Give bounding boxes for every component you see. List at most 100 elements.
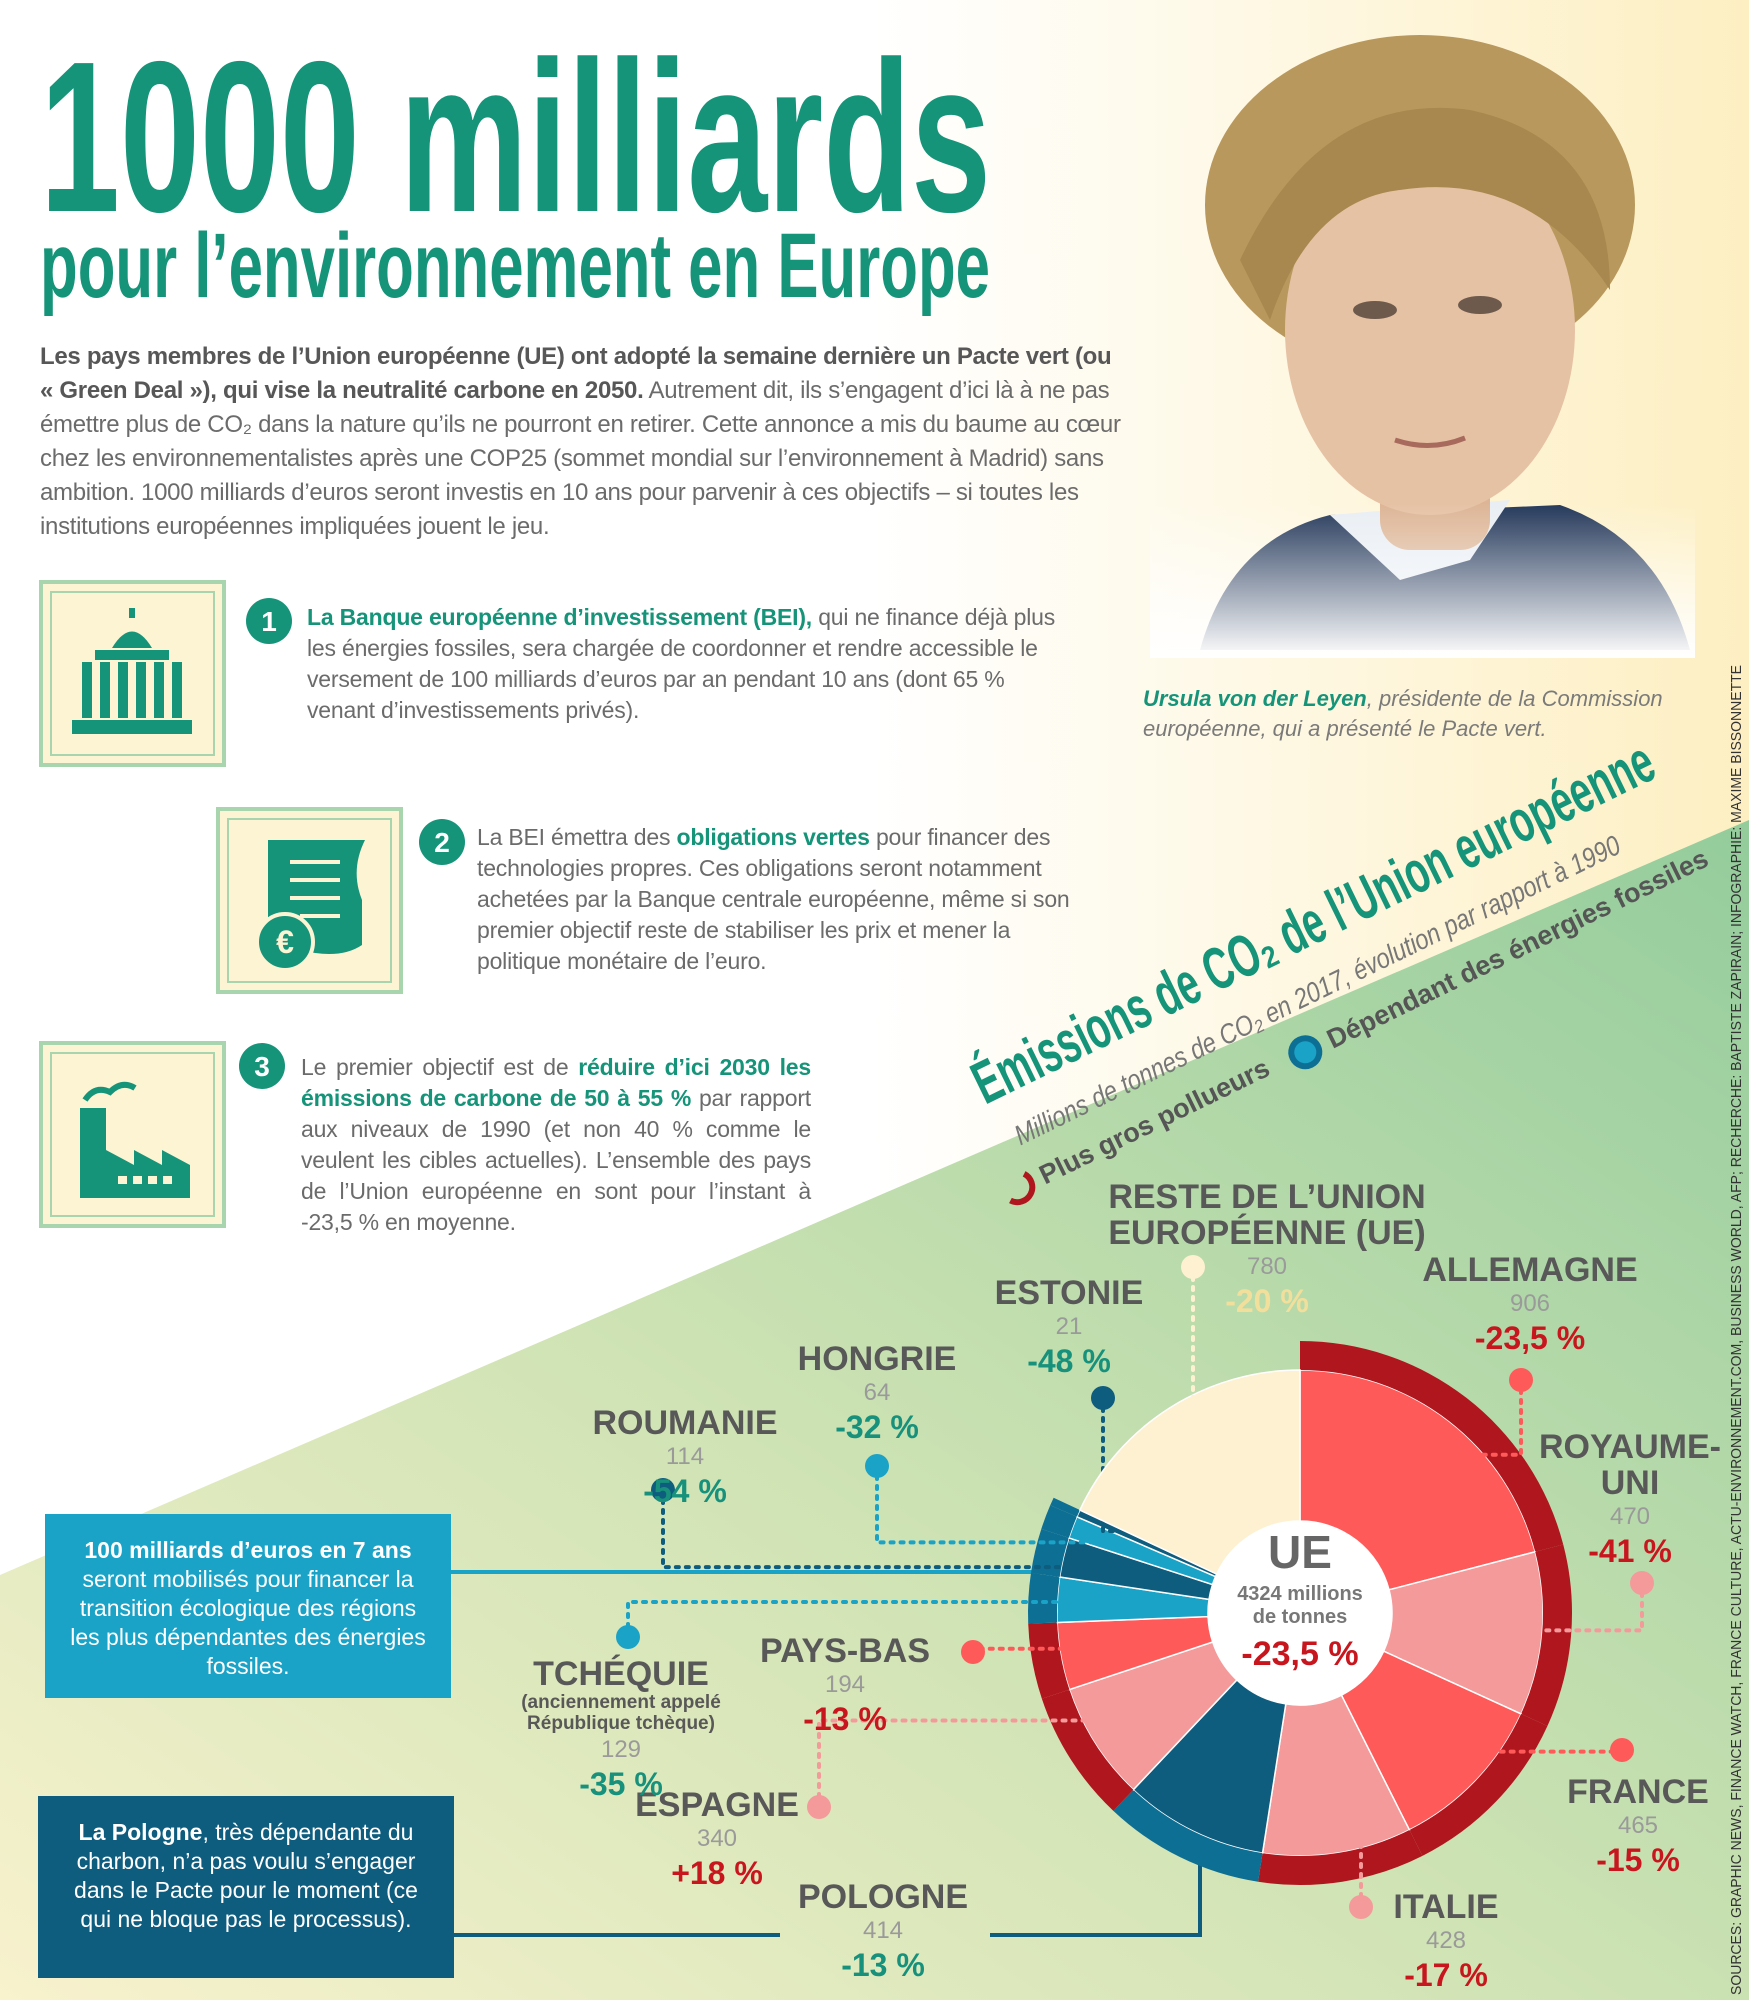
change-label: +18 % — [671, 1855, 763, 1891]
value-label: 64 — [863, 1379, 891, 1406]
step-badge — [419, 819, 465, 865]
step-highlight: obligations vertes — [676, 824, 870, 850]
group-ring — [1521, 1544, 1572, 1726]
change-label: -54 % — [643, 1473, 727, 1509]
legend-swatch — [1288, 1035, 1323, 1070]
label-pin — [1181, 1255, 1205, 1279]
leader-line — [661, 1488, 1108, 1570]
label-pin — [651, 1478, 675, 1502]
callout-box — [45, 1514, 451, 1698]
change-label: -13 % — [841, 1947, 925, 1983]
category-name: TCHÉQUIE — [533, 1655, 709, 1693]
pie-label: ESPAGNE 340 +18 % — [587, 1787, 847, 1891]
change-label: -35 % — [579, 1766, 663, 1802]
caption-text: , présidente de la Commission européenne… — [1143, 686, 1663, 741]
change-label: -32 % — [835, 1409, 919, 1445]
callout: La Pologne, très dépendante du charbon, … — [38, 1796, 454, 1978]
caption-name: Ursula von der Leyen — [1143, 686, 1367, 711]
pie-label: ESTONIE 21 -48 % — [959, 1275, 1179, 1379]
pie-label: ALLEMAGNE 906 -23,5 % — [1380, 1252, 1680, 1356]
leader-line — [875, 1464, 1115, 1545]
intro-lead: Les pays membres de l’Union européenne (… — [40, 343, 1112, 404]
leader-line — [1420, 1378, 1523, 1457]
step-before: Le premier objectif est de — [301, 1054, 569, 1080]
step-number: 1 — [261, 606, 277, 637]
category-name: PAYS-BAS — [759, 1632, 931, 1670]
value-label: 906 — [1509, 1290, 1551, 1317]
callout-box — [38, 1796, 454, 1978]
value-label: 428 — [1425, 1927, 1467, 1954]
label-pin — [1091, 1386, 1115, 1410]
category-name: FRANCE — [1567, 1773, 1709, 1811]
label-pin — [1610, 1738, 1634, 1762]
step-badge — [239, 1043, 285, 1089]
icon-factory — [39, 1041, 226, 1228]
callout-text: , très dépendante du charbon, n’a pas vo… — [74, 1819, 418, 1932]
category-name: HONGRIE — [797, 1340, 957, 1378]
center-label: UE — [1268, 1526, 1332, 1578]
label-pin — [616, 1625, 640, 1649]
label-pin — [1509, 1368, 1533, 1392]
portrait — [1150, 35, 1695, 658]
change-label: -23,5 % — [1474, 1320, 1586, 1356]
value-label: 194 — [824, 1671, 866, 1698]
callout-lead: 100 milliards d’euros en 7 ans — [84, 1537, 412, 1563]
svg-text:€: € — [276, 924, 294, 960]
step-text: La Banque européenne d’investissement (B… — [307, 602, 1057, 726]
pie-label: ITALIE 428 -17 % — [1336, 1889, 1556, 1993]
category-note: (anciennement appelé République tchèque) — [521, 1692, 721, 1734]
group-ring — [1258, 1829, 1423, 1885]
value-label: 414 — [862, 1917, 904, 1944]
center-total: de tonnes — [1253, 1606, 1347, 1628]
legend-swatch — [1009, 1171, 1036, 1206]
pie-slice — [1078, 1369, 1301, 1576]
step-number: 2 — [434, 827, 450, 858]
group-ring — [1300, 1341, 1564, 1552]
leader-line — [1329, 1808, 1363, 1909]
group-ring — [1041, 1505, 1077, 1538]
category-name: ALLEMAGNE — [1422, 1251, 1638, 1289]
leader-line — [1101, 1396, 1120, 1534]
pie-label: TCHÉQUIE (anciennement appelé République … — [491, 1656, 751, 1802]
callout: 100 milliards d’euros en 7 ans seront mo… — [45, 1514, 451, 1698]
step-text: Le premier objectif est de réduire d’ici… — [301, 1052, 811, 1238]
icon-bond: € — [216, 807, 403, 994]
value-label: 780 — [1246, 1253, 1288, 1280]
category-name: POLOGNE — [797, 1878, 969, 1916]
category-name: ROUMANIE — [592, 1404, 778, 1442]
step-after: par rapport aux niveaux de 1990 (et non … — [301, 1085, 811, 1235]
label-pin — [865, 1454, 889, 1478]
category-name: ITALIE — [1393, 1888, 1499, 1926]
subtitle: pour l’environnement en Europe — [40, 215, 990, 317]
intro: Les pays membres de l’Union européenne (… — [40, 340, 1130, 544]
change-label: -41 % — [1588, 1533, 1672, 1569]
step-number: 3 — [254, 1051, 270, 1082]
pie-label: POLOGNE 414 -13 % — [753, 1879, 1013, 1983]
group-ring — [1113, 1789, 1263, 1882]
value-label: 129 — [600, 1736, 642, 1763]
leader-line — [817, 1718, 1134, 1809]
change-label: -17 % — [1404, 1957, 1488, 1993]
change-label: -13 % — [803, 1701, 887, 1737]
pie-label: ROUMANIE 114 -54 % — [555, 1405, 815, 1509]
category-name: RESTE DE L’UNION EUROPÉENNE (UE) — [1108, 1178, 1426, 1252]
step-text: La BEI émettra des obligations vertes po… — [477, 822, 1097, 977]
value-label: 465 — [1617, 1812, 1659, 1839]
category-name: ROYAUME-UNI — [1539, 1428, 1721, 1502]
label-pin — [961, 1640, 985, 1664]
callout-text: seront mobilisés pour financer la transi… — [70, 1566, 426, 1679]
pie-label: RESTE DE L’UNION EUROPÉENNE (UE) 780 -20 % — [1077, 1179, 1457, 1319]
icon-bank — [39, 580, 226, 767]
pie-label: HONGRIE 64 -32 % — [747, 1341, 1007, 1445]
value-label: 21 — [1055, 1313, 1083, 1340]
group-ring — [1028, 1572, 1060, 1624]
step-highlight: réduire d’ici 2030 les émissions de carb… — [301, 1054, 811, 1111]
pie-label: FRANCE 465 -15 % — [1513, 1774, 1749, 1878]
category-name: ESTONIE — [994, 1274, 1144, 1312]
credits: SOURCES: GRAPHIC NEWS, FINANCE WATCH, FR… — [1728, 665, 1745, 1995]
callout-lead: La Pologne — [78, 1819, 203, 1845]
